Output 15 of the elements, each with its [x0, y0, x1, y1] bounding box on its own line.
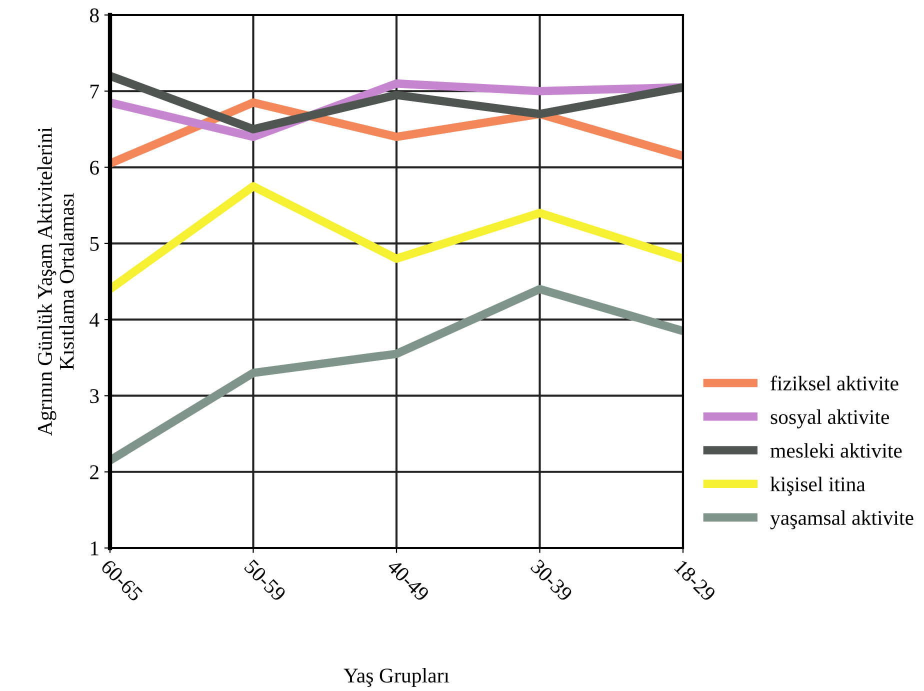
legend-label: fiziksel aktivite	[770, 376, 898, 390]
y-tick-label: 8	[90, 8, 99, 22]
y-tick-label: 1	[91, 541, 98, 556]
y-axis-title: Agrının Günlük Yaşam Aktivitelerini Kısıtlama Ortalaması	[37, 127, 74, 436]
x-axis-title: Yaş Grupları	[344, 668, 450, 687]
legend-label: sosyal aktivite	[770, 409, 890, 428]
y-tick-label: 2	[90, 465, 98, 480]
legend-label: mesleki aktivite	[770, 443, 902, 458]
legend-label: kişisel itina	[770, 476, 866, 496]
y-tick-label: 7	[90, 84, 99, 98]
y-tick-label: 4	[90, 313, 100, 327]
y-tick-label: 3	[90, 389, 99, 404]
legend-label: yaşamsal aktivite	[770, 510, 914, 530]
y-tick-label: 6	[90, 160, 99, 175]
y-tick-label: 5	[90, 237, 99, 251]
